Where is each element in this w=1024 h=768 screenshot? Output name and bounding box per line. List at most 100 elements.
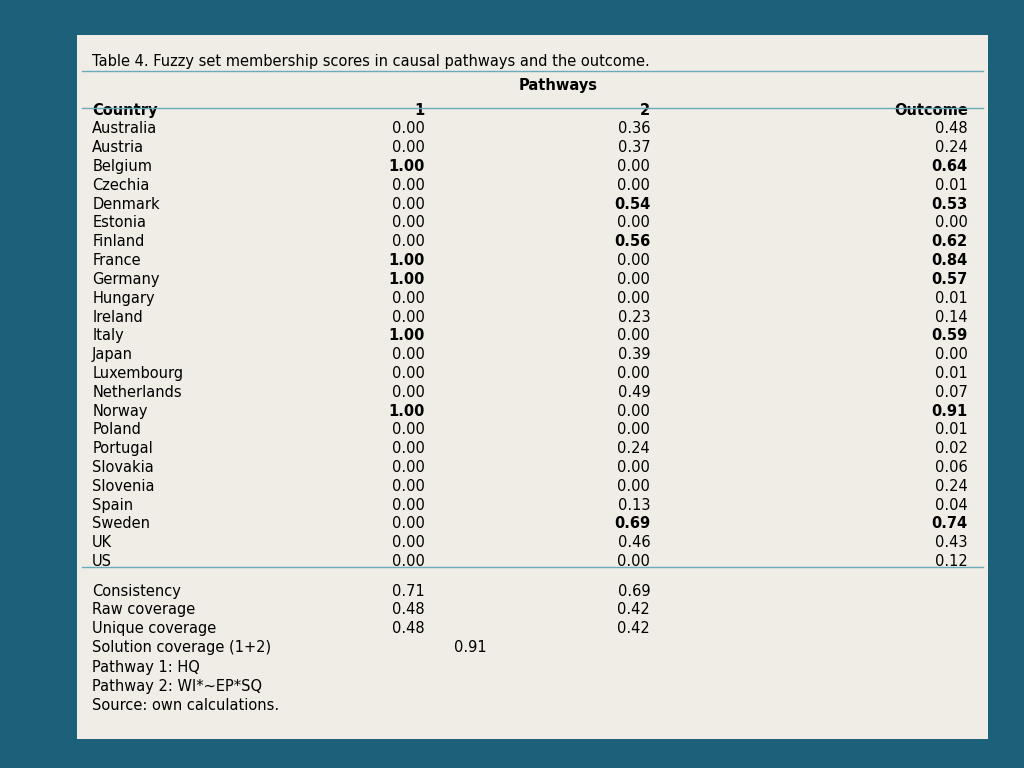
Text: Ireland: Ireland — [92, 310, 143, 325]
Text: 1.00: 1.00 — [388, 253, 425, 268]
Text: 0.36: 0.36 — [617, 121, 650, 137]
Text: 2: 2 — [640, 103, 650, 118]
Text: 0.00: 0.00 — [392, 141, 425, 155]
Text: 1.00: 1.00 — [388, 328, 425, 343]
Text: 0.24: 0.24 — [935, 141, 968, 155]
Text: 0.00: 0.00 — [392, 121, 425, 137]
Text: US: US — [92, 554, 113, 569]
Text: 0.74: 0.74 — [932, 516, 968, 531]
Text: 0.24: 0.24 — [935, 478, 968, 494]
Text: 0.71: 0.71 — [392, 584, 425, 599]
Text: Slovenia: Slovenia — [92, 478, 155, 494]
Text: 0.00: 0.00 — [392, 535, 425, 551]
Text: Austria: Austria — [92, 141, 144, 155]
Text: 0.46: 0.46 — [617, 535, 650, 551]
Text: 0.00: 0.00 — [392, 478, 425, 494]
Text: 0.00: 0.00 — [392, 441, 425, 456]
Text: Portugal: Portugal — [92, 441, 153, 456]
Text: 0.00: 0.00 — [392, 516, 425, 531]
Text: 0.49: 0.49 — [617, 385, 650, 400]
Text: 0.00: 0.00 — [392, 310, 425, 325]
Text: Pathway 2: WI*~EP*SQ: Pathway 2: WI*~EP*SQ — [92, 679, 262, 694]
Text: 0.00: 0.00 — [617, 478, 650, 494]
Text: Source: own calculations.: Source: own calculations. — [92, 698, 280, 713]
Text: 0.00: 0.00 — [935, 215, 968, 230]
Text: Australia: Australia — [92, 121, 158, 137]
Text: 0.00: 0.00 — [617, 366, 650, 381]
Text: 0.00: 0.00 — [617, 554, 650, 569]
Text: 0.69: 0.69 — [614, 516, 650, 531]
Text: Denmark: Denmark — [92, 197, 160, 212]
Text: Pathways: Pathways — [518, 78, 598, 94]
Text: 0.01: 0.01 — [935, 366, 968, 381]
Text: 1: 1 — [415, 103, 425, 118]
Text: 0.56: 0.56 — [614, 234, 650, 250]
Text: 0.37: 0.37 — [617, 141, 650, 155]
Text: 0.42: 0.42 — [617, 602, 650, 617]
Text: 0.00: 0.00 — [617, 460, 650, 475]
Text: 0.01: 0.01 — [935, 178, 968, 193]
Text: 0.00: 0.00 — [392, 234, 425, 250]
Text: Table 4. Fuzzy set membership scores in causal pathways and the outcome.: Table 4. Fuzzy set membership scores in … — [92, 54, 650, 69]
Text: 0.00: 0.00 — [617, 403, 650, 419]
Text: 0.54: 0.54 — [614, 197, 650, 212]
Text: 0.00: 0.00 — [617, 328, 650, 343]
Text: 0.13: 0.13 — [617, 498, 650, 513]
Text: France: France — [92, 253, 140, 268]
Text: 0.00: 0.00 — [617, 253, 650, 268]
Text: 0.00: 0.00 — [617, 215, 650, 230]
Text: UK: UK — [92, 535, 113, 551]
Text: Netherlands: Netherlands — [92, 385, 182, 400]
Text: 0.00: 0.00 — [392, 347, 425, 362]
Text: 0.91: 0.91 — [454, 640, 486, 655]
Text: 0.07: 0.07 — [935, 385, 968, 400]
Text: 0.24: 0.24 — [617, 441, 650, 456]
Text: 0.00: 0.00 — [392, 460, 425, 475]
Text: Solution coverage (1+2): Solution coverage (1+2) — [92, 640, 271, 655]
Text: Pathway 1: HQ: Pathway 1: HQ — [92, 660, 200, 676]
Text: Estonia: Estonia — [92, 215, 146, 230]
Text: 1.00: 1.00 — [388, 159, 425, 174]
Text: Unique coverage: Unique coverage — [92, 621, 216, 637]
Text: 0.64: 0.64 — [932, 159, 968, 174]
Text: 1.00: 1.00 — [388, 403, 425, 419]
Text: 0.48: 0.48 — [392, 621, 425, 637]
Text: Germany: Germany — [92, 272, 160, 287]
Text: 0.91: 0.91 — [932, 403, 968, 419]
Text: Norway: Norway — [92, 403, 147, 419]
Text: 0.00: 0.00 — [617, 272, 650, 287]
Text: 0.00: 0.00 — [392, 215, 425, 230]
Text: 0.02: 0.02 — [935, 441, 968, 456]
Text: 0.00: 0.00 — [392, 498, 425, 513]
Text: Japan: Japan — [92, 347, 133, 362]
Text: 0.00: 0.00 — [617, 290, 650, 306]
Text: Italy: Italy — [92, 328, 124, 343]
Text: Country: Country — [92, 103, 158, 118]
Text: Poland: Poland — [92, 422, 141, 438]
Text: 0.00: 0.00 — [392, 385, 425, 400]
Text: Czechia: Czechia — [92, 178, 150, 193]
Text: 0.43: 0.43 — [935, 535, 968, 551]
Text: 0.00: 0.00 — [617, 422, 650, 438]
Text: 0.00: 0.00 — [392, 290, 425, 306]
Text: 0.57: 0.57 — [932, 272, 968, 287]
Text: 0.53: 0.53 — [932, 197, 968, 212]
Text: 0.00: 0.00 — [617, 159, 650, 174]
Text: Sweden: Sweden — [92, 516, 151, 531]
Text: Hungary: Hungary — [92, 290, 155, 306]
Text: Raw coverage: Raw coverage — [92, 602, 196, 617]
Text: 0.84: 0.84 — [932, 253, 968, 268]
Text: 0.62: 0.62 — [932, 234, 968, 250]
Text: Slovakia: Slovakia — [92, 460, 154, 475]
Text: Spain: Spain — [92, 498, 133, 513]
Text: 0.23: 0.23 — [617, 310, 650, 325]
Text: 0.39: 0.39 — [617, 347, 650, 362]
Text: 0.00: 0.00 — [392, 554, 425, 569]
Text: 0.01: 0.01 — [935, 422, 968, 438]
Text: 0.00: 0.00 — [935, 347, 968, 362]
Text: 0.48: 0.48 — [935, 121, 968, 137]
Text: 0.00: 0.00 — [392, 366, 425, 381]
Text: 0.00: 0.00 — [617, 178, 650, 193]
Text: 0.42: 0.42 — [617, 621, 650, 637]
Text: 0.00: 0.00 — [392, 178, 425, 193]
